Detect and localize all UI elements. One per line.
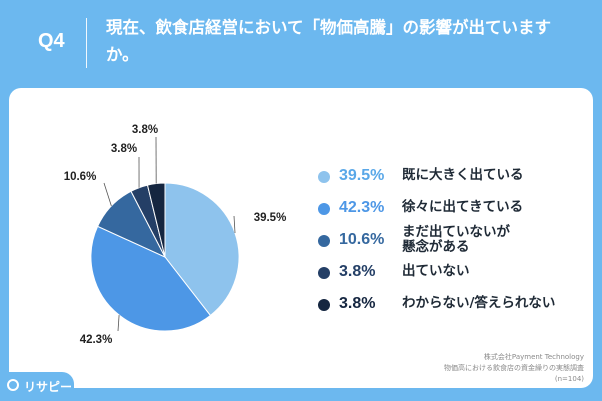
- legend-value: 3.8%: [339, 295, 376, 312]
- legend-label: 徐々に出てきている: [402, 199, 524, 215]
- legend-value: 39.5%: [339, 167, 385, 184]
- slice-label: 42.3%: [80, 334, 113, 346]
- slice-label: 3.8%: [132, 124, 158, 136]
- credit-company: 株式会社Payment Technology: [483, 353, 584, 361]
- slice-label: 10.6%: [64, 171, 97, 183]
- legend-swatch: [318, 203, 330, 215]
- pie-slice: [90, 225, 212, 332]
- legend-value: 42.3%: [339, 199, 385, 216]
- leader-line: [233, 215, 236, 234]
- legend-swatch: [318, 267, 330, 279]
- credit-survey: 物価高における飲食店の資金繰りの実態調査: [444, 364, 584, 372]
- logo-text: リサピー: [24, 380, 73, 394]
- leader-line: [117, 315, 120, 332]
- header: Q4 現在、飲食店経営において「物価高騰」の影響が出ていますか。: [0, 0, 602, 86]
- credit-sample: (n=104): [554, 375, 584, 383]
- legend-label: 既に大きく出ている: [402, 167, 524, 183]
- logo-icon: [7, 379, 19, 391]
- slice-label: 3.8%: [111, 143, 137, 155]
- legend-label: 出ていない: [402, 263, 470, 279]
- legend-swatch: [318, 299, 330, 311]
- slice-label: 39.5%: [254, 212, 287, 224]
- leader-line: [103, 182, 112, 207]
- legend-value: 10.6%: [339, 231, 385, 248]
- question-number: Q4: [38, 30, 65, 52]
- question-text: 現在、飲食店経営において「物価高騰」の影響が出ていますか。: [106, 18, 552, 64]
- legend-value: 3.8%: [339, 263, 376, 280]
- brand-logo: リサピー: [0, 372, 74, 401]
- legend-label: わからない/答えられない: [402, 295, 556, 311]
- legend-label: まだ出ていないが懸念がある: [402, 224, 510, 255]
- legend-swatch: [318, 171, 330, 183]
- source-credit: 株式会社Payment Technology 物価高における飲食店の資金繰りの実…: [444, 352, 584, 385]
- legend-swatch: [318, 235, 330, 247]
- header-divider: [86, 18, 87, 68]
